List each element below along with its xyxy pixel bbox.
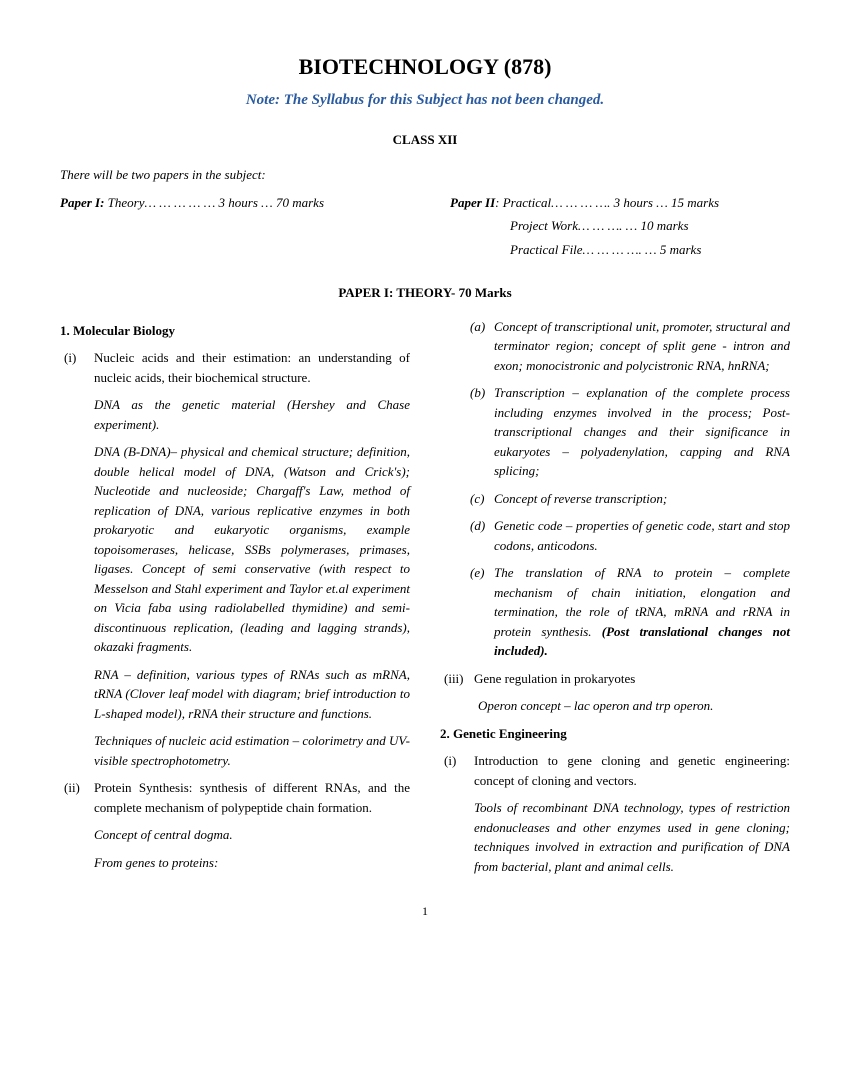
roman-i-2: (i) <box>444 751 470 771</box>
topic1-heading: 1. Molecular Biology <box>60 321 410 341</box>
topic2-i-para1: Tools of recombinant DNA technology, typ… <box>440 798 790 876</box>
letter-a: (a) <box>470 317 485 337</box>
content-columns: 1. Molecular Biology (i) Nucleic acids a… <box>60 317 790 883</box>
letter-c: (c) <box>470 489 484 509</box>
topic2-i-text: Introduction to gene cloning and genetic… <box>474 753 790 788</box>
topic1-b-text: Transcription – explanation of the compl… <box>494 385 790 478</box>
intro-text: There will be two papers in the subject: <box>60 165 790 185</box>
paper2-col: Paper II: Practical… … … …. 3 hours … 15… <box>440 193 790 264</box>
class-label: CLASS XII <box>60 130 790 150</box>
letter-b: (b) <box>470 383 485 403</box>
paper2-line: Paper II: Practical… … … …. 3 hours … 15… <box>450 193 790 213</box>
roman-iii: (iii) <box>444 669 470 689</box>
paper1-label: Paper I: <box>60 195 104 210</box>
paper1-line: Paper I: Theory… … … … … 3 hours … 70 ma… <box>60 193 400 213</box>
topic1-ii-para1: Concept of central dogma. <box>60 825 410 845</box>
roman-ii: (ii) <box>64 778 90 798</box>
topic2-heading: 2. Genetic Engineering <box>440 724 790 744</box>
section-title: PAPER I: THEORY- 70 Marks <box>60 283 790 303</box>
topic1-ii-text: Protein Synthesis: synthesis of differen… <box>94 780 410 815</box>
topic1-c: (c) Concept of reverse transcription; <box>440 489 790 509</box>
syllabus-note: Note: The Syllabus for this Subject has … <box>60 89 790 112</box>
paper2-label: Paper II <box>450 195 495 210</box>
topic1-d: (d) Genetic code – properties of genetic… <box>440 516 790 555</box>
topic1-ii-para2: From genes to proteins: <box>60 853 410 873</box>
paper2-text: : Practical… … … …. 3 hours … 15 marks <box>495 195 719 210</box>
topic1-i-para1: DNA as the genetic material (Hershey and… <box>60 395 410 434</box>
topic1-i-text: Nucleic acids and their estimation: an u… <box>94 350 410 385</box>
topic1-i-para4: Techniques of nucleic acid estimation – … <box>60 731 410 770</box>
topic1-b: (b) Transcription – explanation of the c… <box>440 383 790 481</box>
topic1-a: (a) Concept of transcriptional unit, pro… <box>440 317 790 376</box>
project-work-line: Project Work… … …. … 10 marks <box>450 216 790 236</box>
letter-e: (e) <box>470 563 484 583</box>
papers-row: Paper I: Theory… … … … … 3 hours … 70 ma… <box>60 193 790 264</box>
topic1-iii-para1: Operon concept – lac operon and trp oper… <box>440 696 790 716</box>
paper1-text: Theory… … … … … 3 hours … 70 marks <box>104 195 324 210</box>
topic1-item-iii: (iii) Gene regulation in prokaryotes <box>440 669 790 689</box>
topic1-c-text: Concept of reverse transcription; <box>494 491 667 506</box>
practical-file-line: Practical File… … … …. … 5 marks <box>450 240 790 260</box>
topic1-i-para2: DNA (B-DNA)– physical and chemical struc… <box>60 442 410 657</box>
topic1-a-text: Concept of transcriptional unit, promote… <box>494 319 790 373</box>
topic1-iii-text: Gene regulation in prokaryotes <box>474 671 635 686</box>
topic1-e: (e) The translation of RNA to protein – … <box>440 563 790 661</box>
topic1-item-ii: (ii) Protein Synthesis: synthesis of dif… <box>60 778 410 817</box>
document-title: BIOTECHNOLOGY (878) <box>60 50 790 83</box>
topic1-item-i: (i) Nucleic acids and their estimation: … <box>60 348 410 387</box>
letter-d: (d) <box>470 516 485 536</box>
topic1-d-text: Genetic code – properties of genetic cod… <box>494 518 790 553</box>
page-number: 1 <box>60 902 790 920</box>
roman-i: (i) <box>64 348 90 368</box>
paper1-col: Paper I: Theory… … … … … 3 hours … 70 ma… <box>60 193 400 264</box>
topic1-i-para3: RNA – definition, various types of RNAs … <box>60 665 410 724</box>
topic2-item-i: (i) Introduction to gene cloning and gen… <box>440 751 790 790</box>
